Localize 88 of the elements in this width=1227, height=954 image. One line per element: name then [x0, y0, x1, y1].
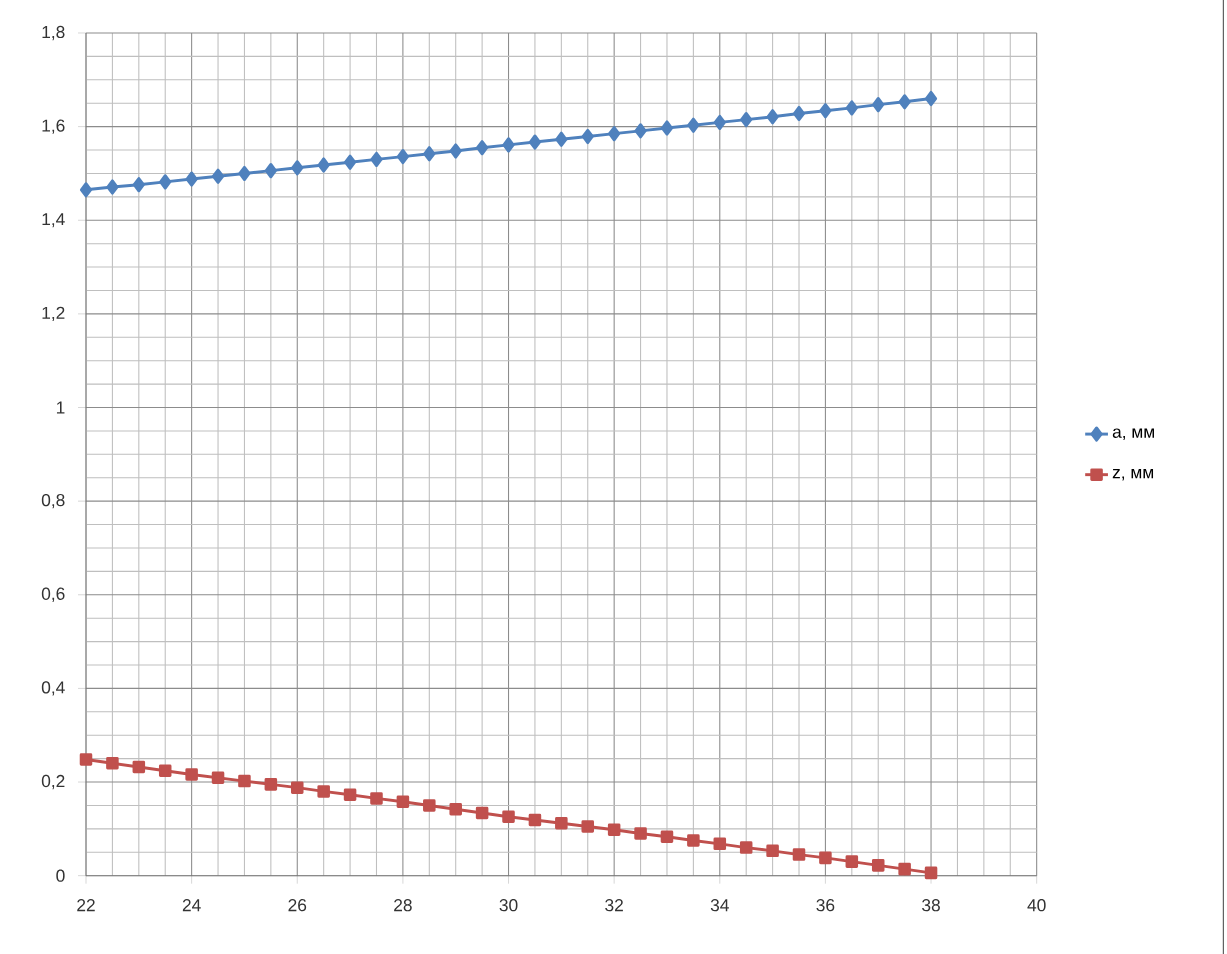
y-tick-label: 1,4 — [42, 213, 65, 228]
y-tick-label: 0,4 — [41, 681, 65, 696]
y-tick-label: 0,2 — [41, 774, 65, 790]
y-tick-label: 0,6 — [41, 587, 65, 602]
point — [845, 855, 859, 868]
point — [343, 788, 357, 801]
x-tick-label: 22 — [77, 899, 95, 912]
point — [211, 168, 225, 184]
point — [924, 90, 938, 107]
point — [475, 806, 489, 820]
point — [634, 827, 647, 840]
x-tick-label: 26 — [288, 899, 307, 912]
point — [713, 114, 726, 131]
point — [264, 778, 278, 791]
point — [871, 859, 885, 872]
point — [898, 862, 911, 876]
point — [872, 97, 885, 113]
y-tick-label: 1,2 — [42, 306, 65, 322]
x-tick-label: 40 — [1027, 899, 1046, 912]
point — [766, 844, 779, 858]
point — [713, 837, 727, 851]
point — [607, 823, 621, 837]
point — [79, 753, 93, 766]
x-tick-label: 36 — [816, 899, 835, 912]
point — [581, 128, 594, 145]
point — [396, 795, 410, 808]
y-tick-label: 1 — [56, 401, 65, 414]
point — [449, 143, 462, 159]
point — [898, 94, 911, 110]
point — [317, 157, 330, 173]
point — [449, 802, 462, 816]
point — [317, 785, 330, 798]
point — [924, 866, 938, 880]
point — [845, 100, 858, 116]
legend-label: a, мм — [1112, 428, 1154, 440]
x-tick-label: 32 — [605, 899, 623, 912]
y-tick-label: 0 — [56, 869, 65, 882]
point — [159, 174, 172, 190]
point — [555, 131, 568, 147]
point — [660, 830, 674, 844]
point — [370, 792, 383, 805]
point — [502, 810, 515, 823]
point — [476, 140, 489, 156]
point — [608, 126, 621, 142]
y-tick-label: 1,8 — [42, 25, 65, 41]
point — [660, 120, 674, 136]
point — [106, 757, 119, 770]
point — [291, 781, 304, 794]
point — [158, 764, 172, 778]
x-tick-label: 30 — [499, 899, 518, 912]
point — [528, 813, 542, 827]
x-tick-label: 24 — [182, 899, 201, 912]
point — [238, 165, 251, 182]
point — [792, 105, 806, 122]
point — [766, 109, 779, 125]
point — [687, 834, 700, 847]
point — [819, 103, 832, 119]
point — [238, 774, 251, 788]
point — [344, 154, 357, 170]
point — [634, 123, 647, 139]
point — [423, 146, 436, 162]
point — [739, 841, 753, 854]
y-tick-label: 1,6 — [42, 119, 65, 134]
point — [528, 134, 541, 150]
y-tick-label: 0,8 — [41, 493, 65, 509]
point — [291, 160, 304, 176]
point — [819, 851, 832, 865]
point — [79, 182, 93, 198]
point — [370, 151, 383, 167]
point — [740, 112, 753, 128]
legend-label: z, мм — [1112, 469, 1154, 481]
point — [423, 799, 436, 812]
point — [185, 171, 198, 187]
x-tick-label: 34 — [710, 899, 729, 912]
point — [132, 760, 146, 774]
point — [792, 848, 806, 861]
point — [555, 816, 568, 830]
point — [132, 177, 145, 193]
point — [581, 820, 595, 833]
point — [211, 771, 225, 785]
point — [106, 179, 119, 195]
x-tick-label: 28 — [394, 899, 412, 912]
point — [264, 163, 277, 179]
point — [185, 768, 198, 781]
point — [396, 148, 409, 165]
point — [687, 117, 700, 133]
x-tick-label: 38 — [922, 899, 940, 912]
point — [502, 137, 515, 153]
